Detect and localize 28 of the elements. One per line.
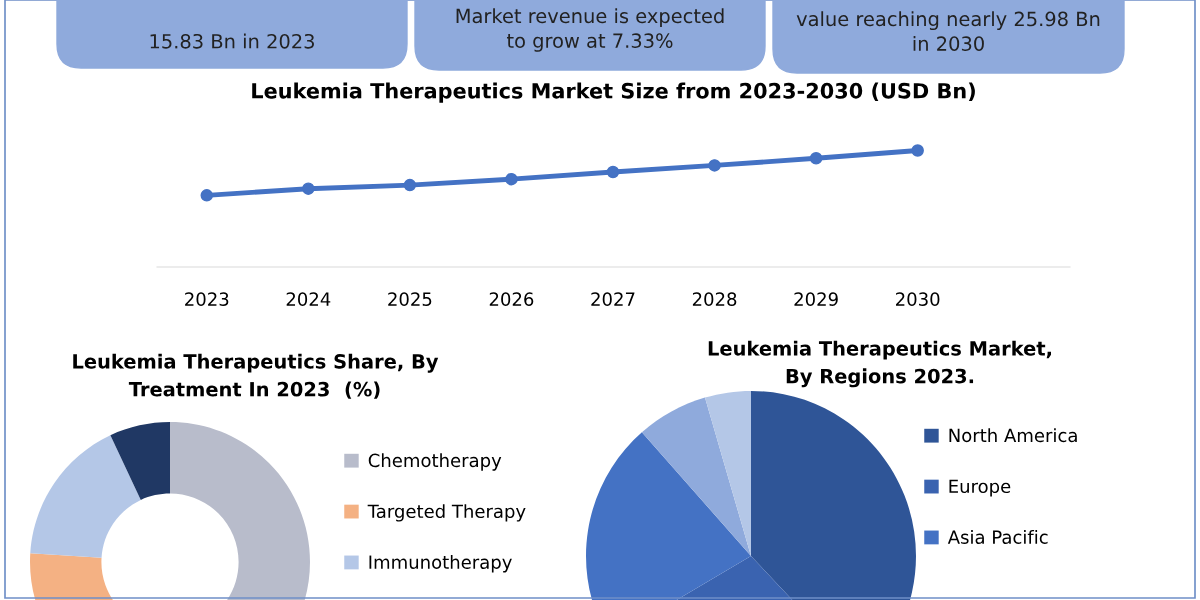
x-tick-label: 2028 <box>692 292 737 306</box>
chart-title: Leukemia Therapeutics Share, By Treatment In 2023 (%) <box>73 353 439 399</box>
point <box>911 144 924 157</box>
x-tick-label: 2029 <box>794 292 838 306</box>
legend-label: North America <box>949 428 1077 443</box>
legend-label: Europe <box>949 479 1011 497</box>
x-tick-label: 2025 <box>388 292 432 306</box>
point <box>809 152 823 165</box>
point <box>200 189 214 202</box>
legend-label: Targeted Therapy <box>367 504 526 522</box>
text: value reaching nearly 25.98 Bn in 2030 <box>796 11 1100 52</box>
point <box>302 182 315 195</box>
x-tick-label: 2027 <box>591 292 635 306</box>
point <box>505 172 518 186</box>
point <box>708 159 721 172</box>
x-tick-label: 2026 <box>489 292 534 306</box>
point <box>606 165 620 179</box>
text: 15.83 Bn in 2023 <box>150 33 314 49</box>
chart-title: Leukemia Therapeutics Market Size from 2023-2030 (USD Bn) <box>252 82 975 103</box>
x-tick-label: 2030 <box>896 292 940 306</box>
legend-label: Immunotherapy <box>369 555 512 573</box>
x-tick-label: 2023 <box>185 292 229 306</box>
text: Market revenue is expected to grow at 7.33% <box>456 8 724 52</box>
point <box>403 178 417 192</box>
legend-label: Asia Pacific <box>947 530 1048 544</box>
legend-label: Chemotherapy <box>368 453 502 471</box>
x-tick-label: 2024 <box>286 292 331 306</box>
chart-title: Leukemia Therapeutics Market, By Regions 2023. <box>708 340 1051 388</box>
